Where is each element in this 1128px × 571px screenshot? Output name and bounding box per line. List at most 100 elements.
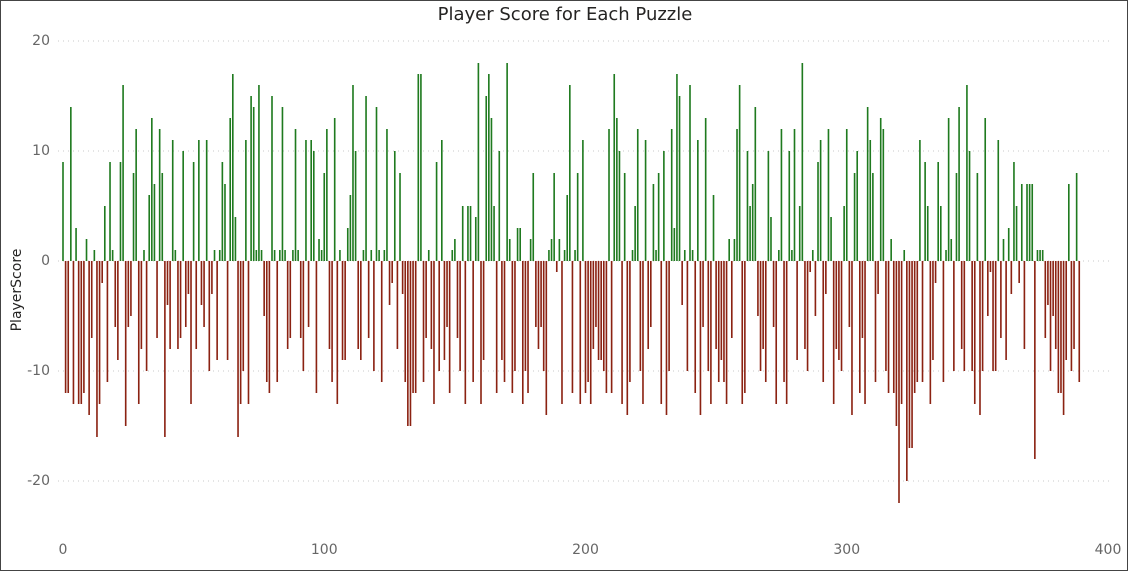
- bar: [328, 261, 331, 349]
- bar: [535, 261, 537, 327]
- bar: [890, 239, 892, 261]
- bar: [1000, 261, 1002, 338]
- bar: [642, 261, 644, 404]
- bar: [446, 261, 448, 327]
- bar: [495, 261, 498, 393]
- bar: [636, 129, 639, 261]
- bar: [211, 261, 213, 294]
- bar: [906, 261, 908, 481]
- bar: [229, 118, 232, 261]
- bar: [817, 162, 819, 261]
- x-tick-label: 400: [1095, 542, 1122, 558]
- bar: [195, 261, 198, 349]
- bar: [913, 261, 916, 393]
- bar: [352, 85, 354, 261]
- bar: [83, 261, 85, 393]
- bar: [145, 261, 148, 371]
- bar: [218, 250, 221, 261]
- bar: [187, 261, 190, 294]
- bar: [498, 151, 501, 261]
- bar: [294, 129, 297, 261]
- bar: [1028, 184, 1031, 261]
- bar: [111, 250, 114, 261]
- x-tick-label: 200: [572, 542, 599, 558]
- bar: [333, 118, 336, 261]
- bar: [655, 250, 657, 261]
- bar: [1031, 184, 1034, 261]
- bar: [699, 261, 702, 415]
- bar: [232, 74, 234, 261]
- bar: [360, 261, 362, 360]
- bar: [396, 261, 399, 349]
- bar: [744, 261, 746, 393]
- bar: [608, 129, 610, 261]
- bar: [422, 261, 425, 382]
- bar: [461, 206, 464, 261]
- bar: [388, 261, 391, 305]
- bar: [835, 261, 838, 349]
- bar: [770, 217, 772, 261]
- bar: [827, 129, 830, 261]
- bar: [179, 261, 182, 338]
- bar: [503, 261, 506, 382]
- bar: [255, 250, 258, 261]
- bar: [537, 261, 540, 349]
- bar: [647, 261, 650, 349]
- bar: [485, 96, 488, 261]
- bar: [840, 261, 843, 371]
- bar: [292, 250, 294, 261]
- bar: [268, 261, 271, 393]
- bar: [64, 261, 67, 393]
- bar: [984, 118, 987, 261]
- bar: [960, 261, 963, 349]
- bar: [459, 261, 461, 371]
- bar: [441, 140, 443, 261]
- bar: [707, 261, 710, 371]
- bar: [1036, 250, 1039, 261]
- bar: [98, 261, 101, 404]
- bar: [845, 129, 848, 261]
- bar: [493, 206, 495, 261]
- bar: [467, 206, 469, 261]
- bar: [96, 261, 98, 437]
- bar: [602, 261, 605, 371]
- bar: [90, 261, 93, 338]
- bar: [809, 261, 811, 272]
- bar: [430, 261, 433, 349]
- bar: [749, 206, 751, 261]
- bar: [393, 151, 396, 261]
- bar: [712, 195, 715, 261]
- bar: [271, 96, 273, 261]
- bar: [759, 261, 762, 371]
- bar: [932, 261, 934, 360]
- bar: [579, 261, 582, 404]
- bar: [70, 107, 72, 261]
- bar: [1013, 162, 1015, 261]
- bar: [1018, 261, 1020, 283]
- bar: [1070, 261, 1073, 371]
- bar: [676, 74, 678, 261]
- bar: [798, 206, 801, 261]
- bar: [623, 173, 626, 261]
- bar: [114, 261, 117, 327]
- bar: [973, 261, 976, 404]
- bar: [1034, 261, 1036, 459]
- bar: [670, 129, 673, 261]
- bar: [284, 250, 286, 261]
- bar: [532, 173, 535, 261]
- bar: [386, 129, 388, 261]
- bar: [320, 250, 323, 261]
- bar: [704, 118, 707, 261]
- bar: [605, 261, 608, 393]
- bar: [1078, 261, 1081, 382]
- bar: [508, 239, 511, 261]
- bar: [728, 239, 730, 261]
- bar: [864, 261, 866, 404]
- bar: [892, 261, 895, 393]
- bar: [955, 173, 958, 261]
- bar: [433, 261, 435, 404]
- bar: [200, 261, 203, 305]
- y-tick-label: 0: [41, 253, 50, 269]
- bar: [916, 261, 919, 382]
- bar: [448, 261, 451, 393]
